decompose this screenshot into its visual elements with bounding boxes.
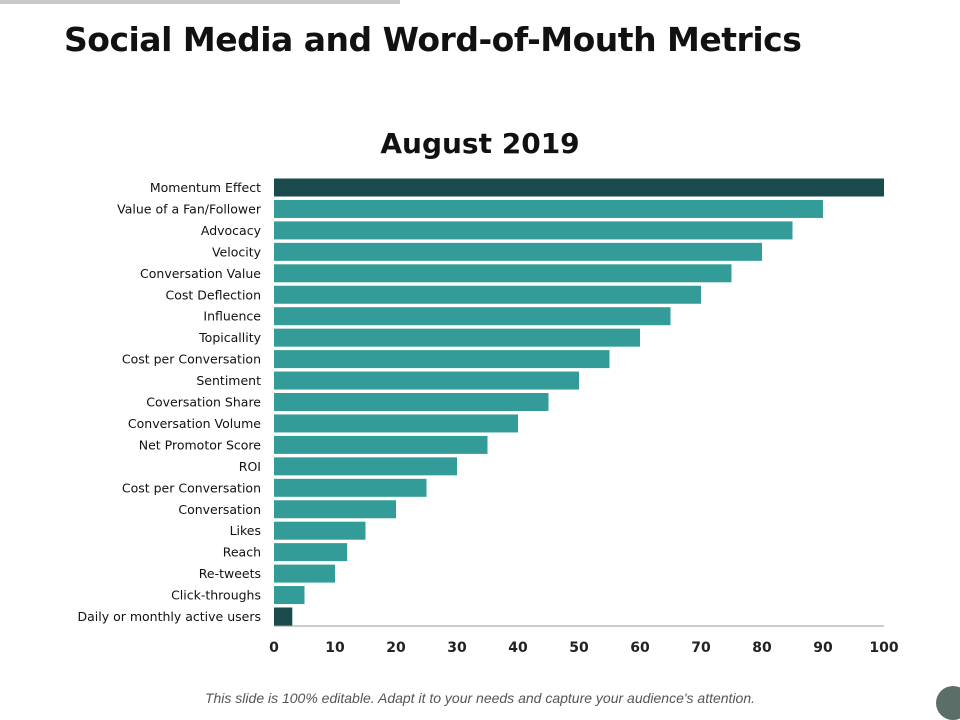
category-label: Reach — [223, 545, 261, 560]
bar — [274, 564, 335, 583]
category-label: Click-throughs — [171, 588, 261, 603]
category-label: Conversation Value — [140, 266, 261, 281]
bar — [274, 371, 579, 390]
x-tick-label: 0 — [269, 640, 279, 656]
category-label: Advocacy — [201, 223, 262, 238]
category-label: Conversation Volume — [128, 416, 261, 431]
category-label: Topicallity — [198, 330, 261, 345]
category-label: Value of a Fan/Follower — [117, 201, 262, 216]
bar — [274, 521, 366, 540]
category-label: Net Promotor Score — [139, 437, 262, 452]
category-label: Likes — [230, 523, 261, 538]
category-label: Re-tweets — [199, 566, 261, 581]
category-label: Daily or monthly active users — [77, 609, 261, 624]
x-tick-label: 100 — [869, 640, 898, 656]
top-accent-bar — [0, 0, 400, 4]
category-labels-group: Momentum Effect Value of a Fan/Follower Ad… — [77, 180, 261, 624]
x-tick-label: 40 — [508, 640, 528, 656]
bar — [274, 264, 732, 283]
x-tick-label: 10 — [325, 640, 345, 656]
bar — [274, 328, 640, 347]
category-label: Cost per Conversation — [122, 480, 261, 495]
x-tick-label: 90 — [813, 640, 833, 656]
bar — [274, 435, 488, 454]
bar — [274, 178, 884, 197]
chart-title: August 2019 — [380, 127, 579, 160]
bar — [274, 543, 348, 562]
category-label: Conversation — [178, 502, 261, 517]
bars-group — [274, 178, 884, 626]
bar — [274, 457, 457, 476]
category-label: Velocity — [212, 244, 262, 259]
category-label: Influence — [203, 309, 261, 324]
bar — [274, 221, 793, 240]
bar — [274, 199, 823, 218]
bar — [274, 285, 701, 304]
bar — [274, 607, 293, 626]
category-label: Sentiment — [196, 373, 261, 388]
bar — [274, 393, 549, 411]
bar — [274, 586, 305, 605]
bar — [274, 500, 396, 519]
category-label: Momentum Effect — [150, 180, 261, 195]
bar — [274, 242, 762, 261]
category-label: ROI — [239, 459, 261, 474]
x-tick-labels-group: 0 10 20 30 40 50 60 70 80 90 100 — [269, 640, 899, 656]
x-tick-label: 50 — [569, 640, 589, 656]
x-tick-label: 70 — [691, 640, 711, 656]
category-label: Coversation Share — [146, 395, 261, 410]
bar — [274, 478, 427, 497]
bar — [274, 350, 610, 369]
slide-title: Social Media and Word-of-Mouth Metrics — [64, 20, 802, 59]
category-label: Cost Deflection — [166, 287, 261, 302]
corner-decoration — [936, 686, 960, 720]
x-tick-label: 80 — [752, 640, 772, 656]
bar-chart: August 2019 Momentum Effect Value of a Fa… — [77, 127, 899, 656]
bar — [274, 414, 518, 433]
footer-note: This slide is 100% editable. Adapt it to… — [204, 690, 756, 706]
x-tick-label: 30 — [447, 640, 467, 656]
x-tick-label: 60 — [630, 640, 650, 656]
x-tick-label: 20 — [386, 640, 406, 656]
bar — [274, 307, 671, 326]
category-label: Cost per Conversation — [122, 352, 261, 367]
